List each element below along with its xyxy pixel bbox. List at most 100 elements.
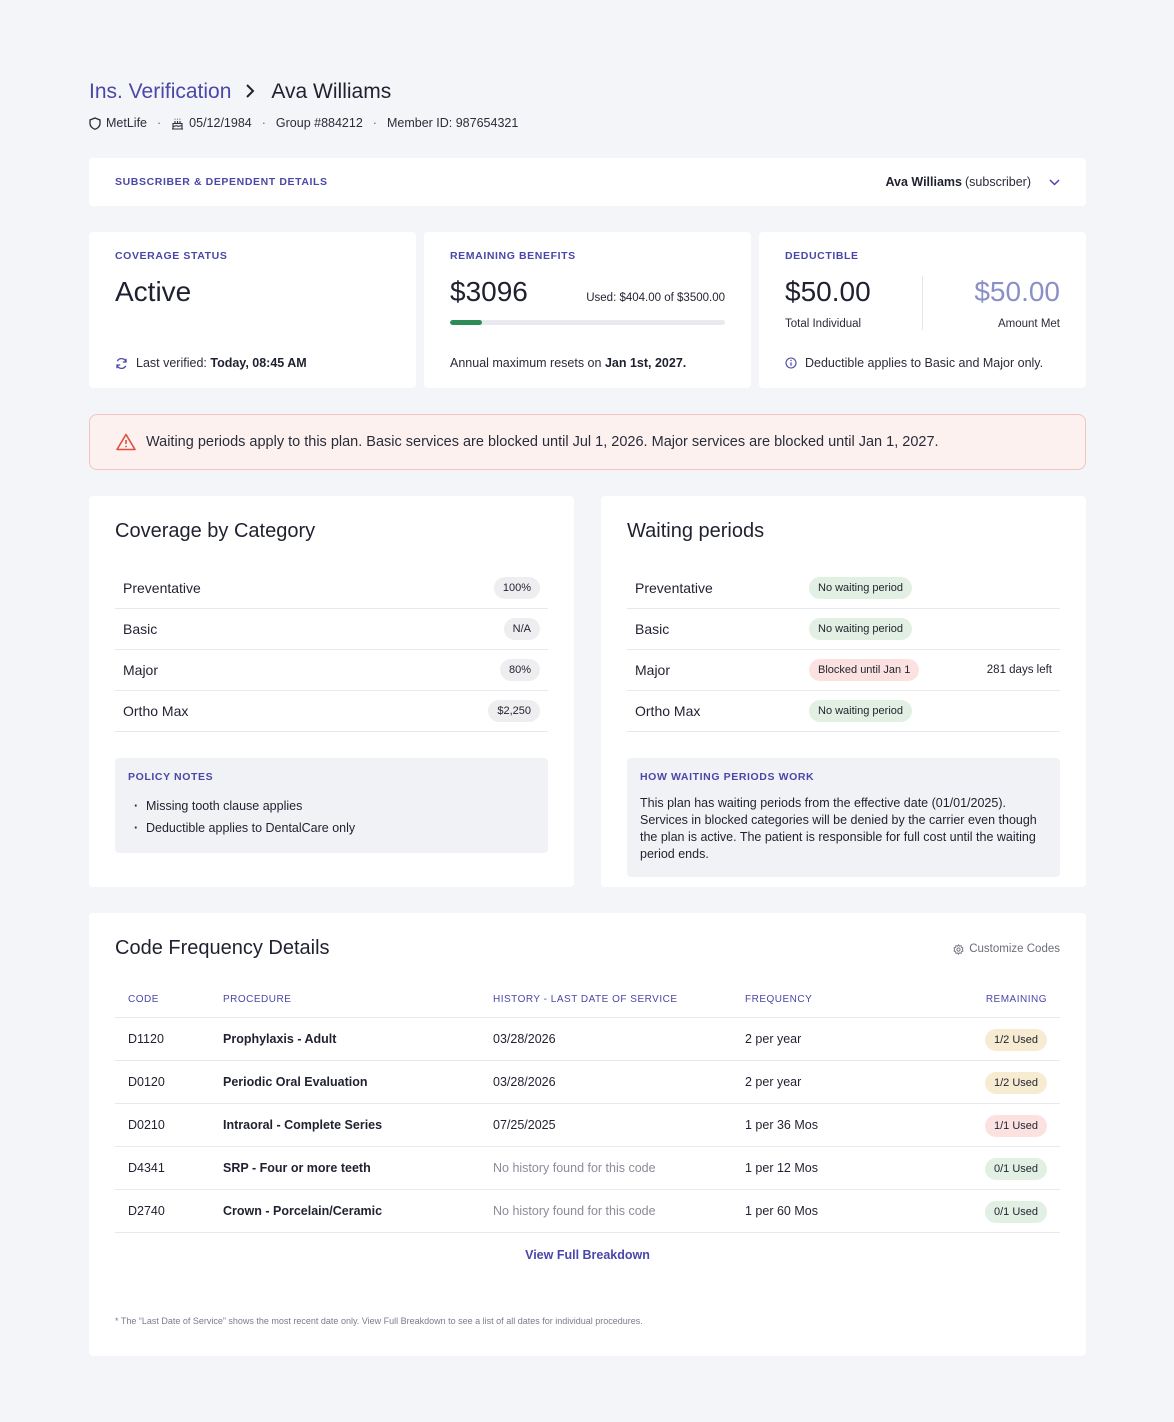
table-row[interactable]: D0210 Intraoral - Complete Series 07/25/… bbox=[115, 1103, 1060, 1147]
column-header-frequency[interactable]: FREQUENCY bbox=[732, 994, 906, 1018]
waiting-status-badge: No waiting period bbox=[809, 577, 912, 599]
table-row[interactable]: D0120 Periodic Oral Evaluation 03/28/202… bbox=[115, 1060, 1060, 1104]
coverage-by-category-card: Coverage by Category Preventative 100% Ba… bbox=[89, 496, 574, 887]
waiting-periods-card: Waiting periods Preventative No waiting p… bbox=[601, 496, 1086, 887]
deductible-met-label: Amount Met bbox=[998, 318, 1060, 330]
waiting-row: Ortho Max No waiting period bbox=[627, 691, 1060, 732]
coverage-value-badge: N/A bbox=[503, 618, 540, 640]
remaining-badge: 0/1 Used bbox=[984, 1201, 1047, 1223]
waiting-label: Basic bbox=[635, 621, 670, 637]
column-header-code[interactable]: CODE bbox=[115, 994, 210, 1018]
last-verified: Last verified: Today, 08:45 AM bbox=[115, 356, 307, 370]
remaining-benefits-heading: REMAINING BENEFITS bbox=[450, 250, 576, 262]
carrier-name: MetLife bbox=[106, 116, 147, 130]
procedure-cell: Prophylaxis - Adult bbox=[210, 1017, 480, 1061]
history-cell: No history found for this code bbox=[480, 1146, 732, 1190]
coverage-row: Basic N/A bbox=[115, 609, 548, 650]
breadcrumb: Ins. Verification Ava Williams bbox=[89, 80, 391, 104]
waiting-title: Waiting periods bbox=[627, 520, 765, 542]
column-header-procedure[interactable]: PROCEDURE bbox=[210, 994, 480, 1018]
last-verified-value: Today, 08:45 AM bbox=[210, 356, 307, 370]
subscriber-dropdown[interactable]: Ava Williams (subscriber) bbox=[885, 175, 1060, 189]
chevron-down-icon bbox=[1049, 178, 1060, 186]
history-cell: 03/28/2026 bbox=[480, 1017, 732, 1061]
birthday-cake-icon bbox=[172, 118, 184, 130]
deductible-heading: DEDUCTIBLE bbox=[785, 250, 859, 262]
coverage-value-badge: $2,250 bbox=[488, 700, 540, 722]
remaining-badge: 1/2 Used bbox=[984, 1072, 1047, 1094]
alert-text: Waiting periods apply to this plan. Basi… bbox=[146, 434, 939, 450]
info-icon bbox=[785, 357, 797, 369]
code-cell: D2740 bbox=[115, 1189, 210, 1233]
waiting-period-alert: Waiting periods apply to this plan. Basi… bbox=[89, 414, 1086, 470]
chevron-right-icon bbox=[245, 82, 255, 103]
deductible-note: Deductible applies to Basic and Major on… bbox=[785, 356, 1043, 370]
procedure-cell: Periodic Oral Evaluation bbox=[210, 1060, 480, 1104]
code-cell: D4341 bbox=[115, 1146, 210, 1190]
waiting-status-badge: No waiting period bbox=[809, 700, 912, 722]
customize-codes-label: Customize Codes bbox=[969, 943, 1060, 955]
warning-icon bbox=[116, 433, 136, 451]
patient-name: Ava Williams bbox=[271, 80, 392, 103]
days-left: 281 days left bbox=[986, 664, 1052, 676]
waiting-label: Major bbox=[635, 662, 671, 678]
view-full-breakdown-link[interactable]: View Full Breakdown bbox=[525, 1248, 650, 1262]
remaining-benefits-card: REMAINING BENEFITS $3096 Used: $404.00 o… bbox=[424, 232, 751, 388]
code-frequency-table: CODE PROCEDURE HISTORY - LAST DATE OF SE… bbox=[115, 994, 1060, 1233]
customize-codes-button[interactable]: Customize Codes bbox=[953, 943, 1060, 955]
table-footnote: * The “Last Date of Service” shows the m… bbox=[115, 1316, 643, 1326]
history-cell: No history found for this code bbox=[480, 1189, 732, 1233]
waiting-label: Ortho Max bbox=[635, 703, 701, 719]
waiting-label: Preventative bbox=[635, 580, 713, 596]
refresh-icon bbox=[116, 357, 127, 369]
policy-note-item: Missing tooth clause applies bbox=[128, 795, 535, 817]
frequency-cell: 1 per 36 Mos bbox=[732, 1103, 906, 1147]
subscriber-details-bar: SUBSCRIBER & DEPENDENT DETAILS Ava Willi… bbox=[89, 158, 1086, 206]
waiting-row: Basic No waiting period bbox=[627, 609, 1060, 650]
table-row[interactable]: D2740 Crown - Porcelain/Ceramic No histo… bbox=[115, 1189, 1060, 1233]
breadcrumb-link-ins-verification[interactable]: Ins. Verification bbox=[89, 80, 232, 103]
shield-icon bbox=[89, 116, 101, 130]
date-of-birth: 05/12/1984 bbox=[189, 116, 252, 130]
column-header-history[interactable]: HISTORY - LAST DATE OF SERVICE bbox=[480, 994, 732, 1018]
coverage-row: Ortho Max $2,250 bbox=[115, 691, 548, 732]
code-frequency-card: Code Frequency Details Customize Codes C… bbox=[89, 913, 1086, 1356]
group-number: Group #884212 bbox=[275, 116, 363, 130]
member-id: Member ID: 987654321 bbox=[386, 116, 519, 130]
frequency-cell: 1 per 12 Mos bbox=[732, 1146, 906, 1190]
deductible-met: $50.00 bbox=[974, 276, 1060, 307]
subscriber-name: Ava Williams bbox=[885, 175, 962, 189]
history-cell: 07/25/2025 bbox=[480, 1103, 732, 1147]
coverage-status-heading: COVERAGE STATUS bbox=[115, 250, 228, 262]
coverage-label: Major bbox=[123, 662, 159, 678]
procedure-cell: Intraoral - Complete Series bbox=[210, 1103, 480, 1147]
waiting-row: Major Blocked until Jan 1 281 days left bbox=[627, 650, 1060, 691]
waiting-status-badge: No waiting period bbox=[809, 618, 912, 640]
table-row[interactable]: D1120 Prophylaxis - Adult 03/28/2026 2 p… bbox=[115, 1017, 1060, 1061]
code-cell: D0120 bbox=[115, 1060, 210, 1104]
coverage-value-badge: 100% bbox=[493, 577, 540, 599]
coverage-row: Preventative 100% bbox=[115, 568, 548, 609]
policy-note-item: Deductible applies to DentalCare only bbox=[128, 817, 535, 839]
annual-reset: Annual maximum resets on Jan 1st, 2027. bbox=[450, 356, 686, 370]
policy-notes-heading: POLICY NOTES bbox=[128, 771, 214, 783]
waiting-periods-info: HOW WAITING PERIODS WORK This plan has w… bbox=[627, 758, 1060, 877]
code-cell: D1120 bbox=[115, 1017, 210, 1061]
coverage-row: Major 80% bbox=[115, 650, 548, 691]
table-row[interactable]: D4341 SRP - Four or more teeth No histor… bbox=[115, 1146, 1060, 1190]
code-frequency-title: Code Frequency Details bbox=[115, 937, 330, 959]
last-verified-label: Last verified: bbox=[136, 356, 207, 370]
coverage-status-card: COVERAGE STATUS Active Last verified: To… bbox=[89, 232, 416, 388]
benefits-progress-bar bbox=[450, 320, 725, 325]
waiting-row: Preventative No waiting period bbox=[627, 568, 1060, 609]
column-header-remaining[interactable]: REMAINING bbox=[905, 994, 1060, 1018]
frequency-cell: 2 per year bbox=[732, 1017, 906, 1061]
waiting-info-heading: HOW WAITING PERIODS WORK bbox=[640, 771, 815, 783]
deductible-card: DEDUCTIBLE $50.00 Total Individual $50.0… bbox=[759, 232, 1086, 388]
remaining-badge: 0/1 Used bbox=[984, 1158, 1047, 1180]
deductible-total: $50.00 bbox=[785, 276, 871, 307]
remaining-badge: 1/1 Used bbox=[984, 1115, 1047, 1137]
remaining-benefits-value: $3096 bbox=[450, 276, 528, 307]
coverage-title: Coverage by Category bbox=[115, 520, 316, 542]
frequency-cell: 1 per 60 Mos bbox=[732, 1189, 906, 1233]
